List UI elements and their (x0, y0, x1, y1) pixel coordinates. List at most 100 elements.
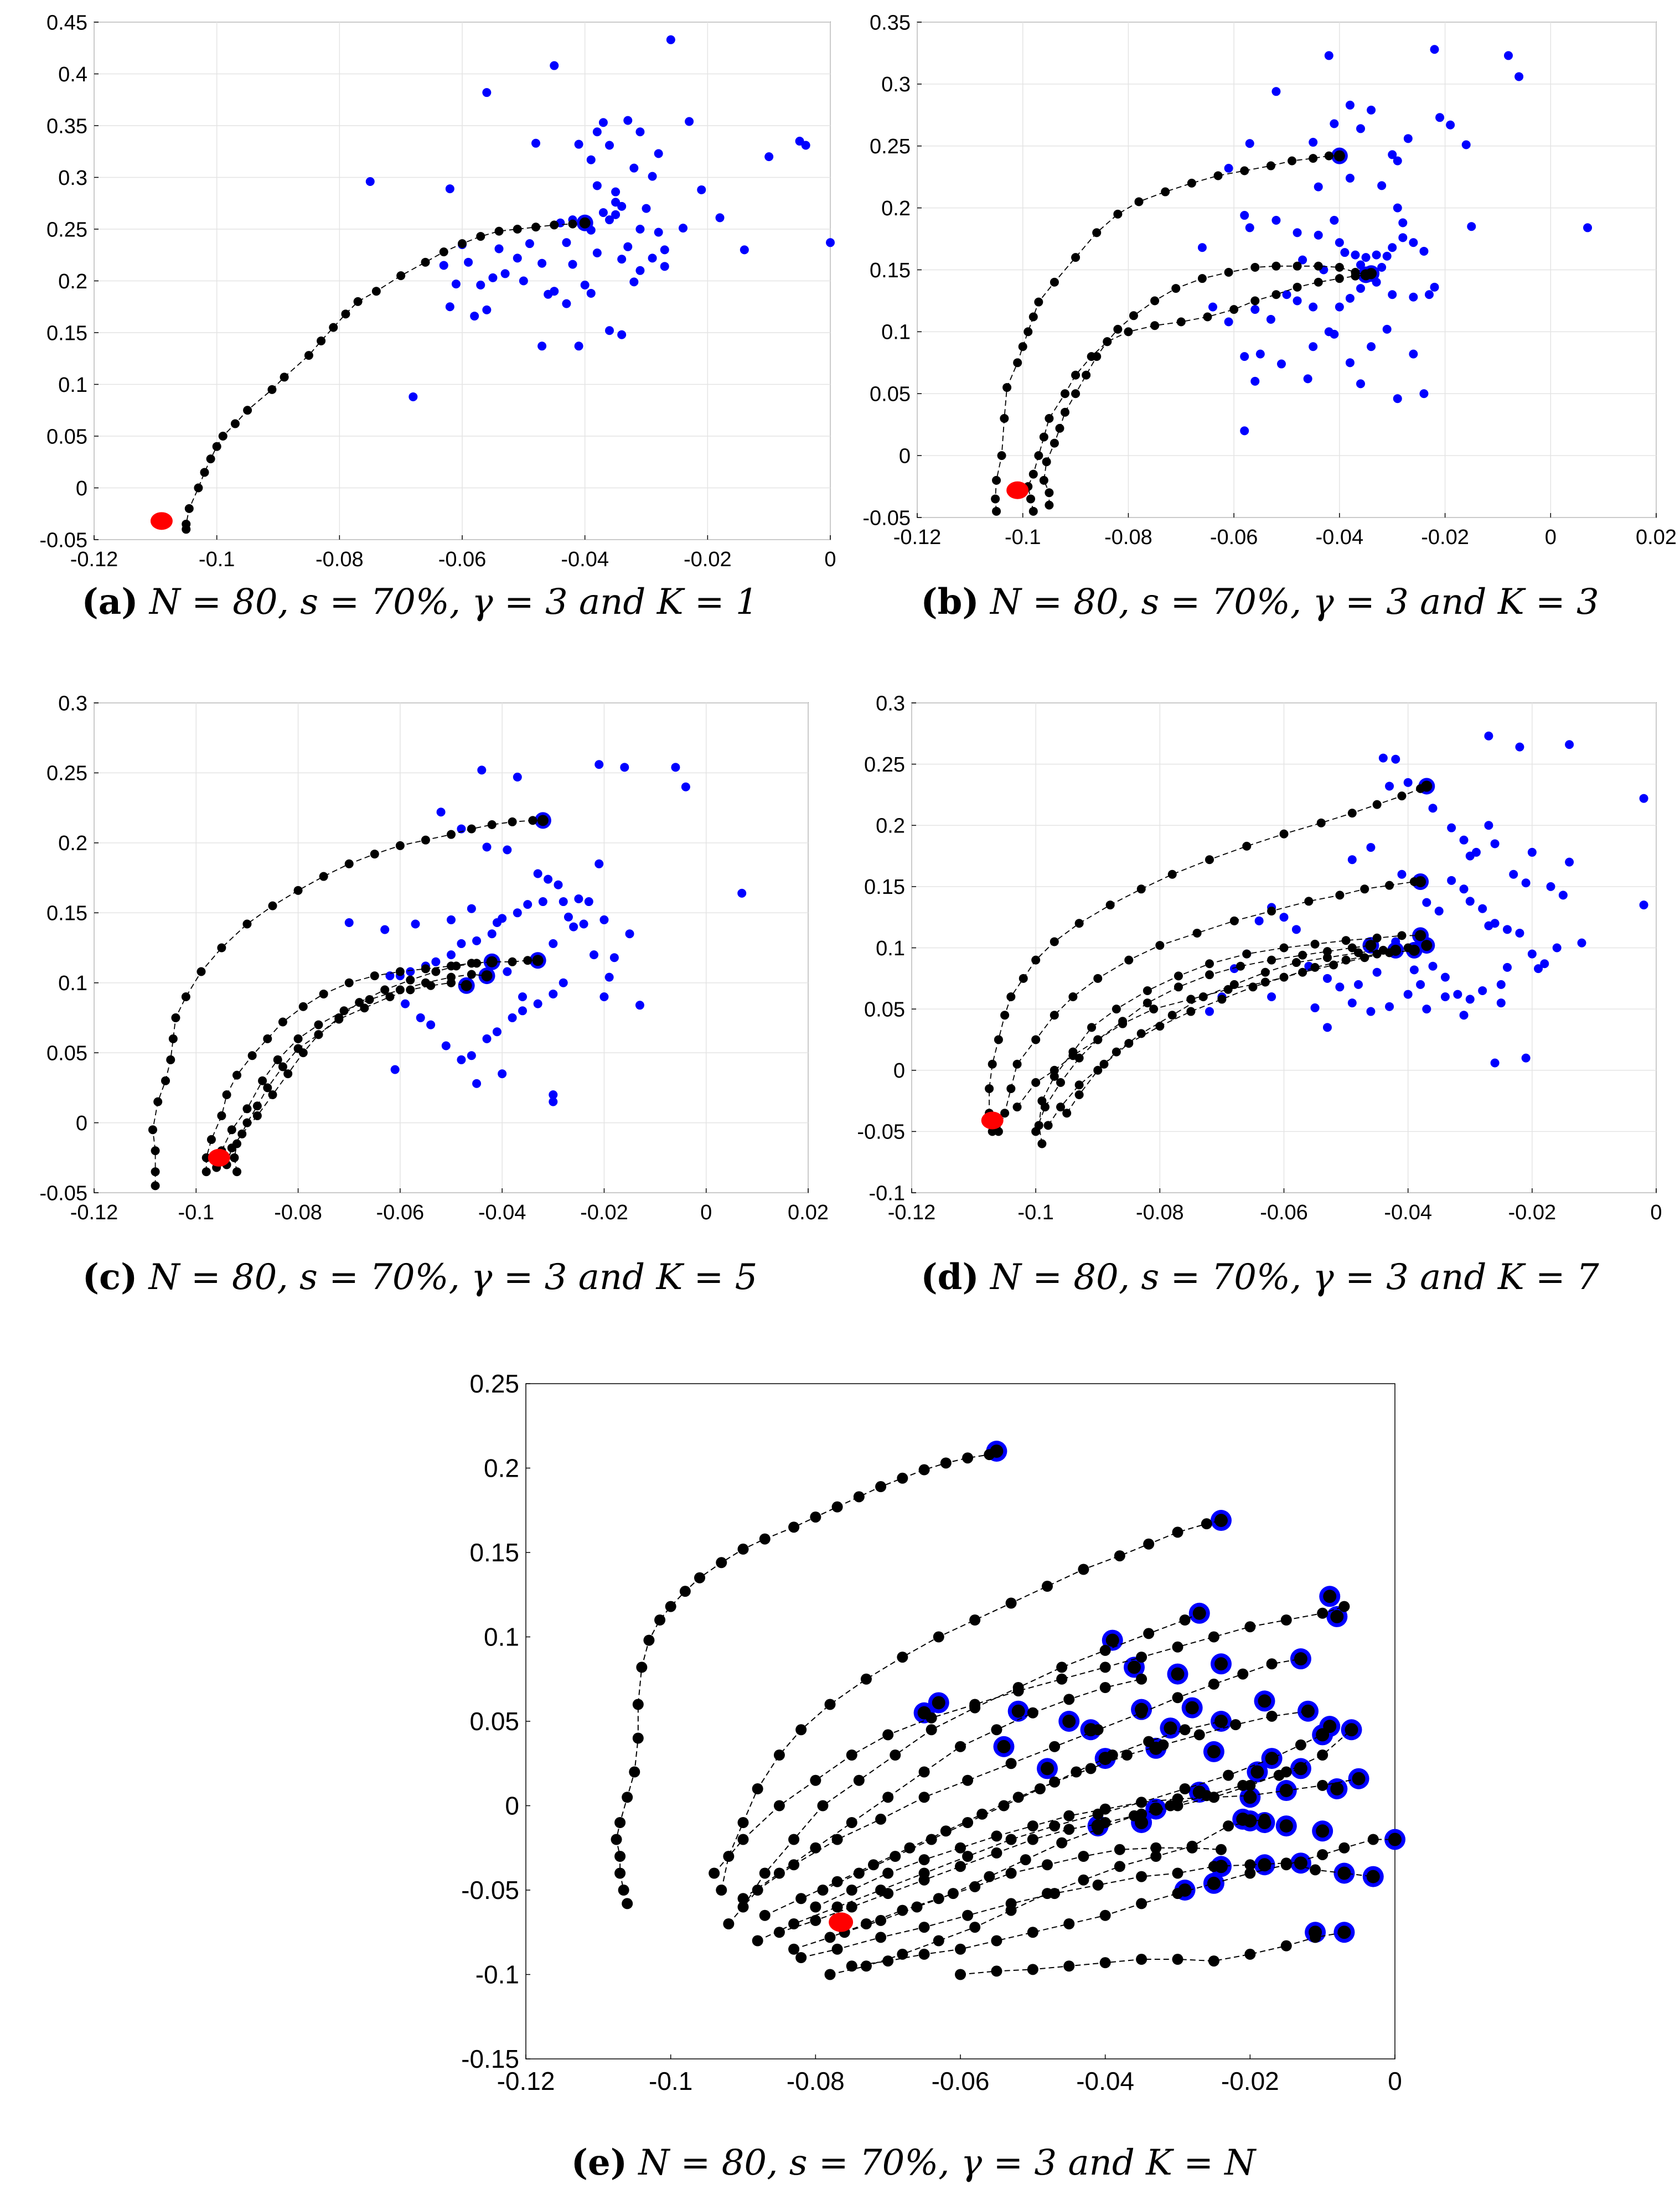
caption-b-label: (b) (921, 581, 979, 623)
x-tick-label-d: 0 (1650, 1201, 1662, 1224)
trajectory-point-b (1335, 274, 1344, 283)
trajectory-point-e (1121, 1750, 1133, 1761)
trajectory-point-b (1039, 475, 1048, 485)
trajectory-point-b (1050, 277, 1059, 287)
data-point-d (1403, 990, 1413, 999)
trajectory-point-c (314, 1030, 323, 1039)
trajectory-point-d (1372, 933, 1382, 943)
trajectory-point-e (918, 1766, 930, 1778)
trajectory-point-e (1136, 1954, 1147, 1965)
data-point-d (1291, 925, 1301, 934)
trajectory-point-e (991, 1724, 1002, 1736)
data-point-d (1354, 980, 1363, 989)
endpoint-center-e (1164, 1721, 1177, 1735)
trajectory-point-d (1279, 829, 1289, 839)
trajectory-point-e (773, 1867, 785, 1879)
data-point-d (1372, 967, 1382, 977)
caption-c-label: (c) (82, 1256, 138, 1298)
data-point-d (1440, 992, 1450, 1001)
trajectory-point-c (252, 1101, 262, 1111)
data-point-a (648, 253, 657, 263)
x-tick-label-c: -0.06 (376, 1201, 425, 1224)
trajectory-point-b (1013, 358, 1022, 368)
data-point-b (1335, 238, 1344, 247)
endpoint-center-e (1149, 1741, 1163, 1755)
data-point-b (1377, 181, 1387, 190)
trajectory-point-e (1020, 1854, 1031, 1866)
data-point-a (550, 61, 559, 70)
endpoint-center-e (1316, 1824, 1330, 1838)
data-point-d (1490, 919, 1500, 928)
data-point-b (1245, 139, 1254, 148)
trajectory-point-a (439, 247, 448, 257)
trajectory-point-b (1271, 261, 1281, 271)
trajectory-point-b (1324, 151, 1333, 161)
endpoint-center-e (1323, 1590, 1337, 1603)
trajectory-point-e (991, 1847, 1002, 1859)
trajectory-point-c (258, 1076, 267, 1085)
trajectory-point-b (1026, 494, 1036, 504)
x-tick-label-d: -0.06 (1260, 1201, 1308, 1224)
trajectory-point-e (788, 1834, 800, 1845)
data-point-d (1478, 986, 1487, 995)
data-point-a (715, 213, 725, 222)
trajectory-point-b (1071, 370, 1081, 380)
y-tick-label-a: 0.1 (58, 374, 87, 397)
y-tick-label-e: 0.2 (484, 1454, 519, 1483)
data-point-d (1378, 753, 1388, 763)
data-point-d (1347, 855, 1357, 865)
trajectory-point-d (1068, 992, 1078, 1001)
trajectory-point-b (1028, 469, 1038, 479)
data-point-a (519, 276, 528, 286)
data-point-b (1314, 182, 1323, 192)
data-point-c (498, 1069, 507, 1079)
trajectory-point-e (1099, 1644, 1111, 1656)
trajectory-point-e (918, 1922, 930, 1933)
data-point-d (1565, 857, 1574, 867)
trajectory-point-e (1310, 1864, 1321, 1876)
endpoint-center-e (1366, 1870, 1380, 1883)
data-point-d (1205, 1007, 1214, 1016)
trajectory-point-e (614, 1817, 626, 1828)
endpoint-center-e (1337, 1866, 1351, 1880)
endpoint-center-e (1258, 1858, 1271, 1872)
trajectory-point-e (1244, 1859, 1256, 1871)
trajectory-point-e (737, 1543, 749, 1555)
data-point-a (611, 210, 621, 219)
trajectory-point-a (476, 232, 485, 241)
y-tick-label-c: 0.15 (46, 902, 87, 925)
trajectory-point-a (243, 406, 252, 415)
trajectory-point-b (1224, 267, 1233, 277)
trajectory-point-e (1193, 1729, 1205, 1741)
trajectory-point-d (1242, 841, 1252, 851)
trajectory-point-e (1150, 1851, 1162, 1862)
x-tick-label-c: -0.08 (274, 1201, 322, 1224)
x-tick-label-a: -0.02 (684, 548, 732, 571)
data-point-a (679, 224, 687, 233)
trajectory-point-e (1005, 1834, 1017, 1845)
data-point-a (635, 127, 645, 137)
trajectory-point-d (1397, 791, 1407, 801)
data-point-c (599, 992, 609, 1001)
x-tick-label-a: -0.1 (199, 548, 235, 571)
data-point-a (617, 330, 627, 339)
data-point-a (740, 245, 749, 255)
endpoint-center-e (1098, 1752, 1112, 1766)
data-point-c (620, 763, 629, 772)
trajectory-point-e (1078, 1564, 1089, 1575)
trajectory-point-e (947, 1888, 959, 1900)
trajectory-point-c (447, 830, 456, 839)
caption-d-label: (d) (921, 1256, 979, 1298)
trajectory-point-d (1155, 941, 1165, 950)
data-point-b (1514, 72, 1524, 81)
data-point-b (1345, 358, 1355, 368)
trajectory-point-d (1248, 982, 1258, 992)
trajectory-point-b (1229, 305, 1239, 314)
data-point-a (605, 141, 614, 150)
x-tick-label-d: -0.1 (1017, 1201, 1053, 1224)
endpoint-center-e (990, 1445, 1004, 1458)
trajectory-point-e (1049, 1820, 1061, 1832)
trajectory-point-e (1266, 1710, 1278, 1722)
trajectory-line-e (779, 1729, 1352, 1933)
trajectory-point-e (1143, 1538, 1155, 1550)
